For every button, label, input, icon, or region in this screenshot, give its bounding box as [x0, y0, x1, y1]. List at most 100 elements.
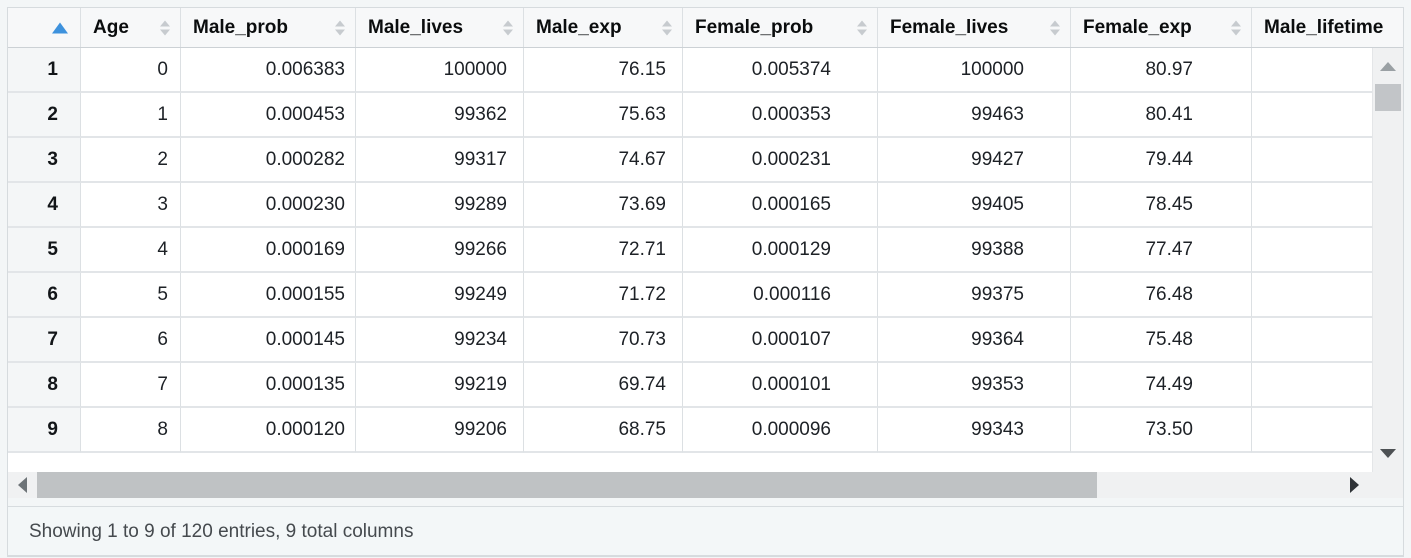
cell-female_prob: 0.000353 — [683, 93, 878, 138]
cell-male_exp: 74.67 — [524, 138, 683, 183]
cell-female_exp: 80.97 — [1071, 48, 1252, 93]
cell-female_lives: 99405 — [878, 183, 1071, 228]
cell-female_exp: 77.47 — [1071, 228, 1252, 273]
cell-age: 0 — [81, 48, 181, 93]
cell-male_exp: 68.75 — [524, 408, 683, 453]
header-cell-female_prob[interactable]: Female_prob — [683, 8, 878, 47]
cell-female_exp: 78.45 — [1071, 183, 1252, 228]
header-cell-male_exp[interactable]: Male_exp — [524, 8, 683, 47]
sort-both-icon — [1231, 20, 1241, 35]
cell-male_exp: 71.72 — [524, 273, 683, 318]
column-label: Age — [93, 16, 129, 38]
cell-female_prob: 0.005374 — [683, 48, 878, 93]
cell-male_lives: 99219 — [356, 363, 524, 408]
sort-both-icon — [503, 20, 513, 35]
row-index-cell: 9 — [8, 408, 81, 453]
header-cell-age[interactable]: Age — [81, 8, 181, 47]
cell-male_prob: 0.000145 — [181, 318, 356, 363]
cell-female_lives: 99388 — [878, 228, 1071, 273]
table-header-row: Age Male_prob Male_lives Male_exp Female_pro… — [8, 8, 1403, 47]
cell-male_prob: 0.006383 — [181, 48, 356, 93]
column-label: Male_lives — [368, 16, 464, 38]
table-row: 9 8 0.000120 99206 68.75 0.000096 99343 73.50 — [8, 408, 1403, 453]
header-cell-row-index[interactable] — [8, 8, 81, 47]
body-table: 1 0 0.006383 100000 76.15 0.005374 100000 80.97… — [8, 48, 1403, 453]
cell-age: 4 — [81, 228, 181, 273]
status-bar: Showing 1 to 9 of 120 entries, 9 total c… — [8, 506, 1403, 556]
header-cell-female_exp[interactable]: Female_exp — [1071, 8, 1252, 47]
cell-age: 8 — [81, 408, 181, 453]
column-label: Female_prob — [695, 16, 814, 38]
column-label: Female_lives — [890, 16, 1009, 38]
cell-age: 7 — [81, 363, 181, 408]
header-cell-male_lifetime[interactable]: Male_lifetime — [1252, 8, 1403, 47]
cell-male_prob: 0.000282 — [181, 138, 356, 183]
column-label: Male_lifetime — [1264, 16, 1384, 38]
row-index-cell: 2 — [8, 93, 81, 138]
cell-age: 5 — [81, 273, 181, 318]
cell-female_exp: 76.48 — [1071, 273, 1252, 318]
cell-male_prob: 0.000135 — [181, 363, 356, 408]
cell-female_lives: 99375 — [878, 273, 1071, 318]
row-index-cell: 1 — [8, 48, 81, 93]
cell-male_lives: 100000 — [356, 48, 524, 93]
cell-male_lives: 99289 — [356, 183, 524, 228]
scroll-down-arrow-icon[interactable] — [1380, 449, 1396, 458]
table-row: 5 4 0.000169 99266 72.71 0.000129 99388 77.47 — [8, 228, 1403, 273]
cell-age: 3 — [81, 183, 181, 228]
column-label: Female_exp — [1083, 16, 1192, 38]
row-index-cell: 5 — [8, 228, 81, 273]
cell-age: 1 — [81, 93, 181, 138]
row-index-cell: 7 — [8, 318, 81, 363]
cell-female_exp: 79.44 — [1071, 138, 1252, 183]
cell-female_prob: 0.000165 — [683, 183, 878, 228]
table-row: 8 7 0.000135 99219 69.74 0.000101 99353 74.49 — [8, 363, 1403, 408]
table-row: 6 5 0.000155 99249 71.72 0.000116 99375 76.48 — [8, 273, 1403, 318]
cell-female_lives: 99427 — [878, 138, 1071, 183]
cell-male_lives: 99317 — [356, 138, 524, 183]
sort-both-icon — [662, 20, 672, 35]
data-table-widget: Age Male_prob Male_lives Male_exp Female_pro… — [7, 7, 1404, 557]
cell-female_lives: 99463 — [878, 93, 1071, 138]
cell-male_exp: 72.71 — [524, 228, 683, 273]
cell-age: 6 — [81, 318, 181, 363]
table-row: 4 3 0.000230 99289 73.69 0.000165 99405 78.45 — [8, 183, 1403, 228]
cell-female_prob: 0.000101 — [683, 363, 878, 408]
cell-male_exp: 73.69 — [524, 183, 683, 228]
cell-male_exp: 75.63 — [524, 93, 683, 138]
header-table: Age Male_prob Male_lives Male_exp Female_pro… — [8, 8, 1403, 47]
cell-male_exp: 70.73 — [524, 318, 683, 363]
vertical-scrollbar[interactable] — [1372, 48, 1403, 472]
header-cell-female_lives[interactable]: Female_lives — [878, 8, 1071, 47]
cell-female_lives: 99353 — [878, 363, 1071, 408]
cell-age: 2 — [81, 138, 181, 183]
cell-male_lives: 99249 — [356, 273, 524, 318]
scroll-right-arrow-icon[interactable] — [1350, 477, 1359, 493]
cell-male_lives: 99234 — [356, 318, 524, 363]
sort-both-icon — [335, 20, 345, 35]
header-cell-male_lives[interactable]: Male_lives — [356, 8, 524, 47]
vertical-scrollbar-thumb[interactable] — [1375, 84, 1401, 111]
cell-female_prob: 0.000107 — [683, 318, 878, 363]
cell-female_lives: 99343 — [878, 408, 1071, 453]
cell-male_exp: 76.15 — [524, 48, 683, 93]
horizontal-scrollbar[interactable] — [8, 472, 1403, 498]
header-cell-male_prob[interactable]: Male_prob — [181, 8, 356, 47]
cell-male_prob: 0.000155 — [181, 273, 356, 318]
cell-female_prob: 0.000231 — [683, 138, 878, 183]
cell-female_exp: 73.50 — [1071, 408, 1252, 453]
horizontal-scrollbar-thumb[interactable] — [37, 472, 1097, 498]
showing-entries-text: Showing 1 to 9 of 120 entries, 9 total c… — [29, 521, 414, 542]
cell-male_prob: 0.000120 — [181, 408, 356, 453]
sort-both-icon — [160, 20, 170, 35]
cell-male_exp: 69.74 — [524, 363, 683, 408]
cell-female_prob: 0.000096 — [683, 408, 878, 453]
cell-male_prob: 0.000230 — [181, 183, 356, 228]
cell-male_lives: 99362 — [356, 93, 524, 138]
cell-female_lives: 100000 — [878, 48, 1071, 93]
scroll-left-arrow-icon[interactable] — [18, 477, 27, 493]
scroll-up-arrow-icon[interactable] — [1380, 62, 1396, 71]
table-body-scroll[interactable]: 1 0 0.006383 100000 76.15 0.005374 100000 80.97… — [8, 48, 1403, 472]
column-label: Male_exp — [536, 16, 622, 38]
sort-both-icon — [1050, 20, 1060, 35]
